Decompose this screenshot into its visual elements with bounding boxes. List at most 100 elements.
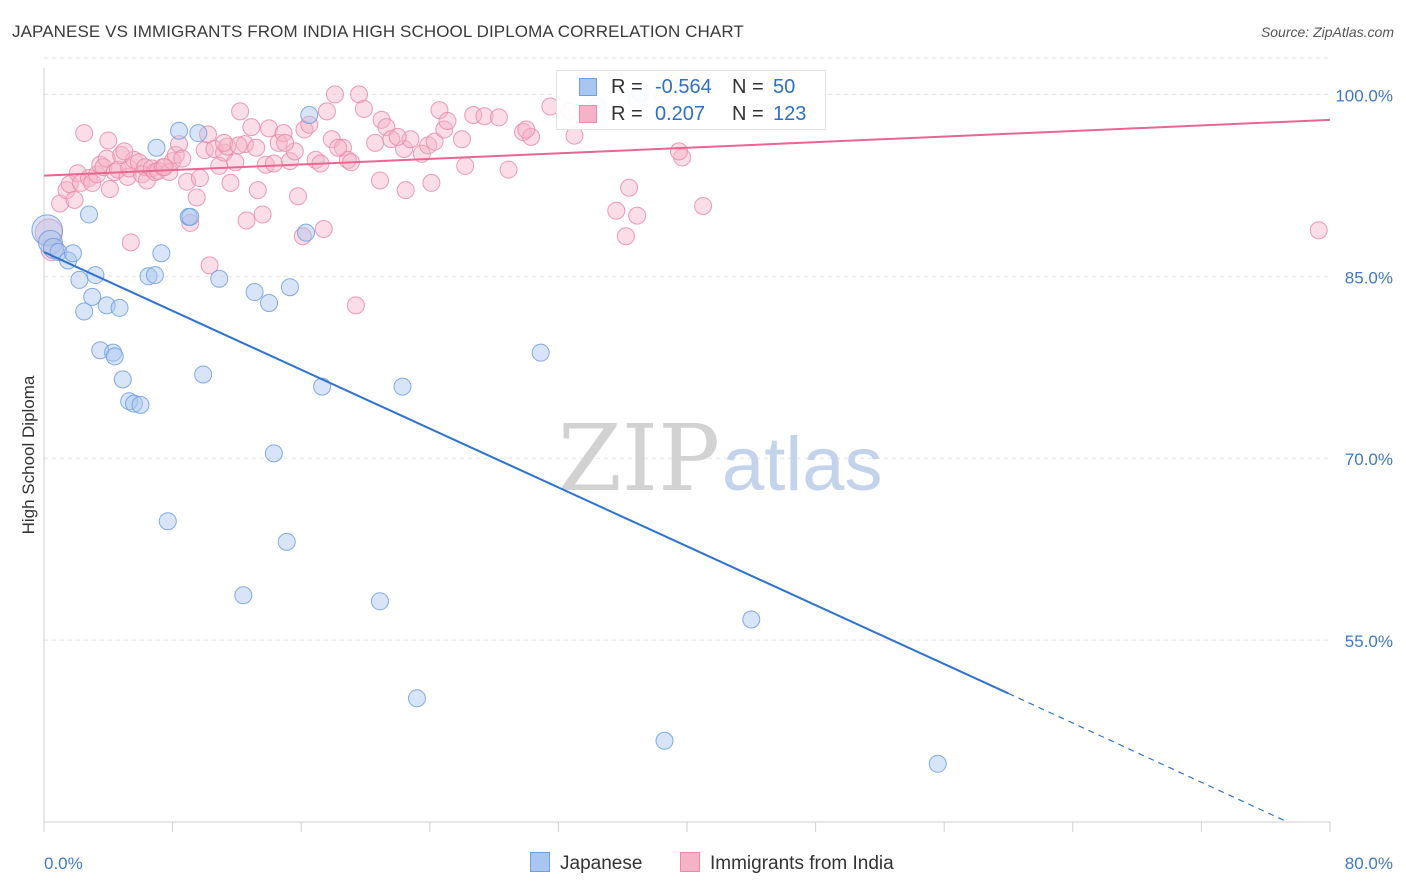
legend-row-japanese: R = -0.564 N = 50	[557, 74, 825, 100]
data-point	[170, 135, 189, 154]
data-point	[200, 256, 219, 275]
data-point	[115, 142, 134, 161]
data-point	[742, 610, 761, 629]
data-point	[229, 136, 248, 155]
data-point	[253, 205, 272, 224]
legend-swatch-japanese	[579, 78, 597, 96]
data-point	[313, 377, 332, 396]
legend-item-japanese: Japanese	[530, 852, 642, 875]
data-point	[297, 223, 316, 242]
data-point	[438, 112, 457, 131]
legend-n-label: N =	[732, 76, 764, 98]
chart-title: JAPANESE VS IMMIGRANTS FROM INDIA HIGH S…	[12, 22, 744, 41]
watermark-zip: ZIP	[558, 405, 720, 512]
y-tick-label: 100.0%	[1335, 86, 1393, 105]
data-point	[97, 149, 116, 168]
data-point	[80, 205, 99, 224]
data-point	[300, 105, 319, 124]
data-point	[181, 213, 200, 232]
data-point	[333, 138, 352, 157]
data-point	[70, 270, 89, 289]
data-point	[245, 283, 264, 302]
data-point	[110, 298, 129, 317]
data-point	[145, 266, 164, 285]
data-point	[113, 370, 132, 389]
data-point	[75, 302, 94, 321]
data-point	[393, 377, 412, 396]
legend-swatch-india	[579, 105, 597, 123]
x-tick-label: 0.0%	[44, 854, 83, 873]
legend-item-india: Immigrants from India	[680, 852, 894, 875]
x-tick-label: 80.0%	[1345, 854, 1393, 873]
legend-r-value: 0.207	[655, 103, 706, 125]
data-point	[396, 181, 415, 200]
data-point	[370, 171, 389, 190]
legend-swatch-india	[680, 852, 700, 872]
axes	[43, 68, 1331, 832]
data-point	[669, 142, 688, 161]
data-point	[105, 347, 124, 366]
data-point	[131, 395, 150, 414]
data-point	[99, 131, 118, 150]
data-point	[65, 190, 84, 209]
data-point	[293, 227, 312, 246]
data-point	[75, 124, 94, 143]
legend-swatch-japanese	[530, 852, 550, 872]
data-point	[170, 121, 189, 140]
legend-r-label: R =	[611, 76, 643, 98]
data-point	[370, 592, 389, 611]
trend-lines	[43, 118, 1331, 822]
data-point	[210, 269, 229, 288]
data-point	[620, 178, 639, 197]
data-point	[456, 156, 475, 175]
legend-n-value: 50	[773, 76, 796, 98]
data-point	[247, 138, 266, 157]
data-point	[264, 154, 283, 173]
data-point	[346, 296, 365, 315]
data-point	[121, 233, 140, 252]
data-point	[190, 169, 209, 188]
data-point	[366, 133, 385, 152]
data-point	[194, 365, 213, 384]
series-india-points	[34, 85, 1328, 315]
data-point	[325, 85, 344, 104]
data-point	[276, 133, 295, 152]
data-point	[422, 173, 441, 192]
y-axis-label: High School Diploma	[19, 375, 38, 534]
data-point	[338, 150, 357, 169]
data-point	[388, 127, 407, 146]
y-tick-label: 85.0%	[1345, 268, 1393, 287]
legend-r-label: R =	[611, 103, 643, 125]
data-point	[181, 207, 200, 226]
data-point	[100, 179, 119, 198]
trend-line-india	[43, 118, 1331, 177]
y-tick-label: 70.0%	[1345, 450, 1393, 469]
data-point	[155, 158, 174, 177]
data-point	[231, 102, 250, 121]
data-point	[248, 181, 267, 200]
data-point	[655, 731, 674, 750]
data-point	[264, 444, 283, 463]
stats-legend: R = -0.564 N = 50 R = 0.207 N = 123	[556, 70, 826, 130]
data-point	[195, 141, 214, 160]
legend-label-japanese: Japanese	[560, 853, 643, 874]
data-point	[234, 586, 253, 605]
data-point	[125, 394, 144, 413]
data-point	[531, 343, 550, 362]
data-point	[425, 132, 444, 151]
series-japanese-points	[31, 84, 947, 773]
data-point	[452, 130, 471, 149]
trend-line-japanese	[43, 251, 1009, 695]
data-point	[158, 512, 177, 531]
legend-label-india: Immigrants from India	[710, 853, 894, 874]
data-point	[120, 392, 139, 411]
data-point	[1309, 221, 1328, 240]
data-point	[329, 138, 348, 157]
data-point	[235, 135, 254, 154]
data-point	[499, 160, 518, 179]
data-point	[288, 187, 307, 206]
data-point	[314, 219, 333, 238]
data-point	[189, 124, 208, 143]
data-point	[147, 138, 166, 157]
